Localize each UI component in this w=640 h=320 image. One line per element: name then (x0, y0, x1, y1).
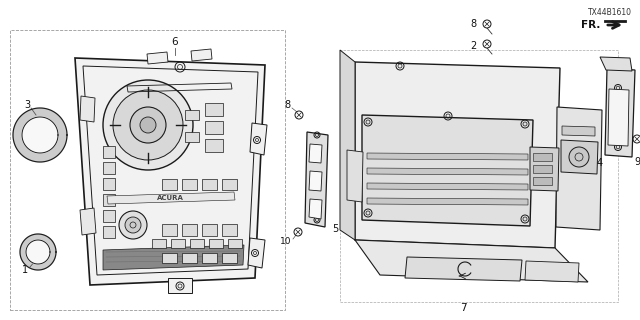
Polygon shape (80, 96, 95, 122)
Text: TX44B1610: TX44B1610 (588, 7, 632, 17)
Polygon shape (222, 253, 237, 263)
Circle shape (130, 107, 166, 143)
Polygon shape (405, 257, 522, 281)
Polygon shape (600, 57, 632, 71)
Polygon shape (162, 253, 177, 263)
Polygon shape (185, 132, 199, 142)
Circle shape (125, 217, 141, 233)
Polygon shape (556, 107, 602, 230)
Polygon shape (533, 177, 552, 185)
Polygon shape (367, 168, 528, 175)
Polygon shape (171, 239, 185, 248)
Polygon shape (205, 121, 223, 134)
Text: 6: 6 (172, 37, 179, 47)
Polygon shape (103, 245, 244, 270)
Text: 3: 3 (24, 100, 30, 110)
Circle shape (119, 211, 147, 239)
Polygon shape (103, 162, 115, 174)
Text: 8: 8 (284, 100, 290, 110)
Polygon shape (202, 179, 217, 190)
Polygon shape (309, 171, 322, 191)
Polygon shape (608, 89, 629, 146)
Polygon shape (191, 49, 212, 61)
Polygon shape (362, 115, 533, 226)
Text: 2: 2 (470, 41, 476, 51)
Polygon shape (305, 132, 328, 227)
Polygon shape (182, 224, 197, 236)
Text: 4: 4 (597, 158, 603, 168)
Polygon shape (182, 179, 197, 190)
Polygon shape (205, 103, 223, 116)
Polygon shape (562, 126, 595, 136)
Polygon shape (20, 234, 56, 270)
Polygon shape (367, 198, 528, 205)
Polygon shape (367, 153, 528, 160)
Polygon shape (13, 108, 67, 162)
Polygon shape (202, 224, 217, 236)
Polygon shape (162, 179, 177, 190)
Polygon shape (250, 123, 267, 155)
Polygon shape (152, 239, 166, 248)
Polygon shape (103, 210, 115, 222)
Polygon shape (26, 240, 50, 264)
Text: 8: 8 (470, 19, 476, 29)
Text: 1: 1 (22, 265, 28, 275)
Polygon shape (248, 238, 265, 268)
Polygon shape (533, 165, 552, 173)
Polygon shape (525, 261, 579, 282)
Polygon shape (347, 150, 363, 202)
Circle shape (103, 80, 193, 170)
Polygon shape (205, 139, 223, 152)
Polygon shape (75, 58, 265, 285)
Polygon shape (561, 140, 598, 174)
Polygon shape (182, 253, 197, 263)
Text: FR.: FR. (580, 20, 600, 30)
Text: 5: 5 (332, 224, 339, 234)
Polygon shape (309, 144, 322, 163)
Polygon shape (202, 253, 217, 263)
Text: 9: 9 (634, 157, 640, 167)
Polygon shape (185, 110, 199, 120)
Polygon shape (309, 199, 322, 219)
Polygon shape (103, 146, 115, 158)
Text: ACURA: ACURA (157, 195, 184, 201)
Polygon shape (80, 208, 96, 235)
Circle shape (140, 117, 156, 133)
Circle shape (569, 147, 589, 167)
Polygon shape (530, 147, 559, 191)
Polygon shape (222, 224, 237, 236)
Polygon shape (103, 226, 115, 238)
Polygon shape (147, 52, 168, 64)
Circle shape (113, 90, 183, 160)
Polygon shape (367, 183, 528, 190)
Polygon shape (222, 179, 237, 190)
Polygon shape (22, 117, 58, 153)
Polygon shape (162, 224, 177, 236)
Text: 7: 7 (460, 303, 467, 313)
Polygon shape (533, 153, 552, 161)
Polygon shape (209, 239, 223, 248)
Text: 10: 10 (280, 237, 291, 246)
Polygon shape (355, 240, 588, 282)
Polygon shape (355, 62, 560, 248)
Polygon shape (103, 194, 115, 206)
Polygon shape (168, 278, 192, 293)
Polygon shape (107, 192, 235, 204)
Polygon shape (605, 68, 635, 157)
Polygon shape (228, 239, 242, 248)
Polygon shape (340, 50, 355, 240)
Polygon shape (190, 239, 204, 248)
Polygon shape (103, 178, 115, 190)
